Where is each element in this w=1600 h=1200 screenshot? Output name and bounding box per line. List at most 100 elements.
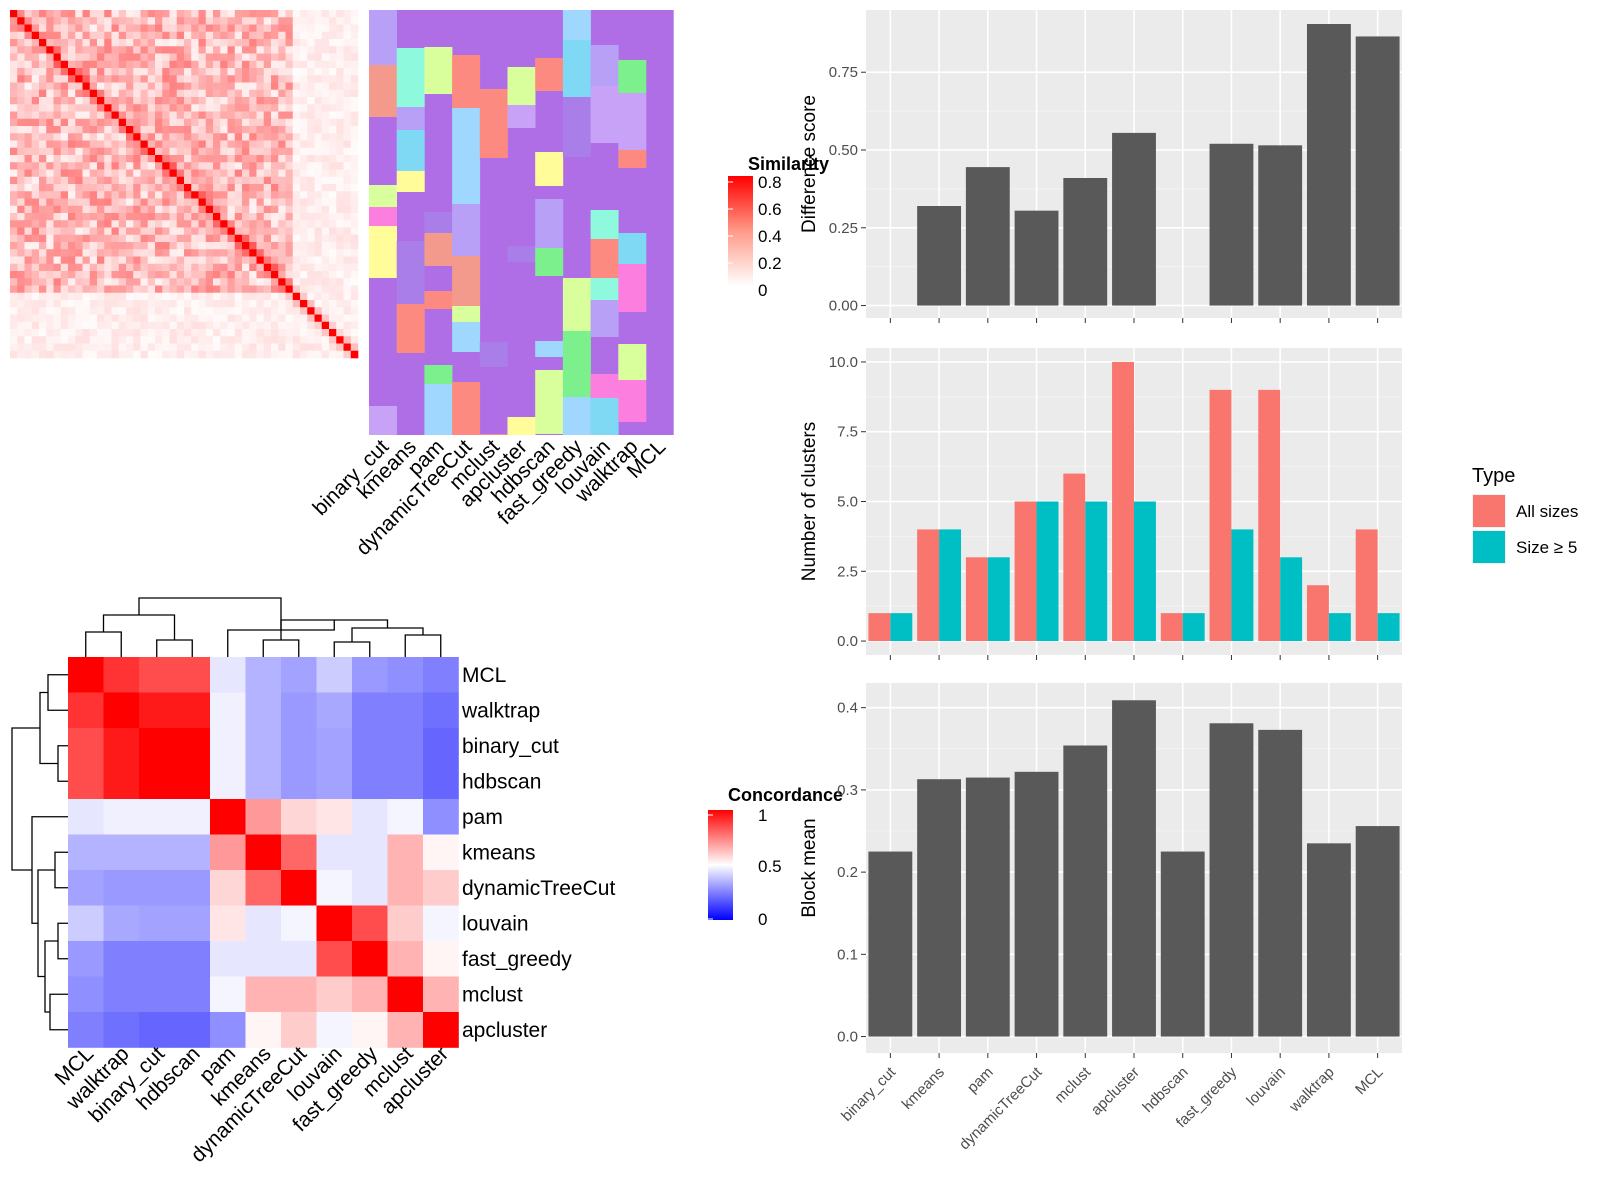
similarity-cell <box>126 104 134 112</box>
similarity-cell <box>104 133 112 141</box>
similarity-cell <box>75 140 83 149</box>
similarity-cell <box>176 184 185 192</box>
similarity-cell <box>234 162 243 170</box>
similarity-cell <box>140 278 149 286</box>
similarity-cell <box>75 68 83 76</box>
similarity-cell <box>292 314 301 323</box>
similarity-cell <box>147 53 156 62</box>
similarity-cell <box>343 329 352 337</box>
similarity-cell <box>321 133 330 141</box>
concordance-row-label: fast_greedy <box>462 948 572 971</box>
similarity-cell <box>213 350 221 359</box>
similarity-cell <box>176 205 185 214</box>
similarity-cell <box>336 249 344 257</box>
similarity-cell <box>256 336 265 344</box>
concordance-cell <box>387 870 424 906</box>
similarity-cell <box>184 292 192 301</box>
similarity-cell <box>292 60 301 69</box>
similarity-cell <box>314 307 323 315</box>
concordance-cell <box>352 1012 388 1048</box>
similarity-cell <box>213 17 221 25</box>
similarity-cell <box>285 292 294 301</box>
similarity-cell <box>60 140 69 149</box>
similarity-cell <box>191 314 199 323</box>
similarity-cell <box>169 17 178 25</box>
similarity-cell <box>292 329 301 337</box>
similarity-cell <box>31 278 40 286</box>
similarity-cell <box>242 314 250 323</box>
concordance-cell <box>423 692 459 729</box>
y-axis-title: Number of clusters <box>799 422 820 581</box>
similarity-cell <box>155 126 163 134</box>
similarity-cell <box>300 329 308 337</box>
similarity-cell <box>191 278 199 286</box>
similarity-cell <box>31 75 40 83</box>
similarity-cell <box>184 176 192 185</box>
similarity-cell <box>169 60 178 69</box>
concordance-row-label: louvain <box>462 912 529 935</box>
similarity-cell <box>329 17 337 25</box>
similarity-cell <box>191 97 199 105</box>
similarity-cell <box>155 263 163 272</box>
concordance-cell <box>245 1012 282 1048</box>
similarity-cell <box>191 68 199 76</box>
similarity-cell <box>213 220 221 228</box>
similarity-cell <box>307 10 315 18</box>
similarity-cell <box>53 162 62 170</box>
similarity-cell <box>307 89 315 98</box>
similarity-cell <box>17 133 25 141</box>
similarity-cell <box>162 263 170 272</box>
similarity-cell <box>263 31 272 40</box>
similarity-cell <box>24 111 33 120</box>
similarity-cell <box>307 343 315 352</box>
similarity-cell <box>60 68 69 76</box>
similarity-cell <box>278 263 286 272</box>
similarity-cell <box>321 155 330 163</box>
similarity-cell <box>162 321 170 330</box>
similarity-cell <box>336 140 344 149</box>
similarity-cell <box>292 184 301 192</box>
similarity-cell <box>24 118 33 127</box>
similarity-cell <box>307 111 315 120</box>
similarity-cell <box>82 68 91 76</box>
similarity-cell <box>104 234 112 243</box>
similarity-cell <box>256 321 265 330</box>
similarity-cell <box>126 321 134 330</box>
similarity-cell <box>147 307 156 315</box>
similarity-cell <box>53 147 62 156</box>
similarity-cell <box>89 126 98 134</box>
similarity-cell <box>278 307 286 315</box>
similarity-cell <box>242 118 250 127</box>
similarity-cell <box>184 53 192 62</box>
similarity-cell <box>263 242 272 250</box>
similarity-cell <box>176 31 185 40</box>
similarity-cell <box>213 176 221 185</box>
similarity-cell <box>278 68 286 76</box>
similarity-cell <box>234 213 243 221</box>
similarity-cell <box>263 184 272 192</box>
similarity-cell <box>60 46 69 54</box>
similarity-cell <box>314 111 323 120</box>
similarity-cell <box>227 263 236 272</box>
similarity-cell <box>97 126 105 134</box>
similarity-cell <box>271 213 279 221</box>
similarity-cell <box>39 147 47 156</box>
similarity-cell <box>68 75 76 83</box>
similarity-cell <box>162 278 170 286</box>
similarity-cell <box>169 176 178 185</box>
similarity-cell <box>126 314 134 323</box>
similarity-cell <box>329 118 337 127</box>
similarity-cell <box>191 111 199 120</box>
similarity-cell <box>321 220 330 228</box>
similarity-cell <box>82 169 91 178</box>
similarity-cell <box>205 336 214 344</box>
similarity-cell <box>242 271 250 279</box>
similarity-cell <box>24 191 33 199</box>
similarity-cell <box>46 118 54 127</box>
similarity-cell <box>249 17 257 25</box>
similarity-cell <box>343 256 352 265</box>
similarity-cell <box>126 336 134 344</box>
similarity-cell <box>17 234 25 243</box>
similarity-cell <box>205 162 214 170</box>
